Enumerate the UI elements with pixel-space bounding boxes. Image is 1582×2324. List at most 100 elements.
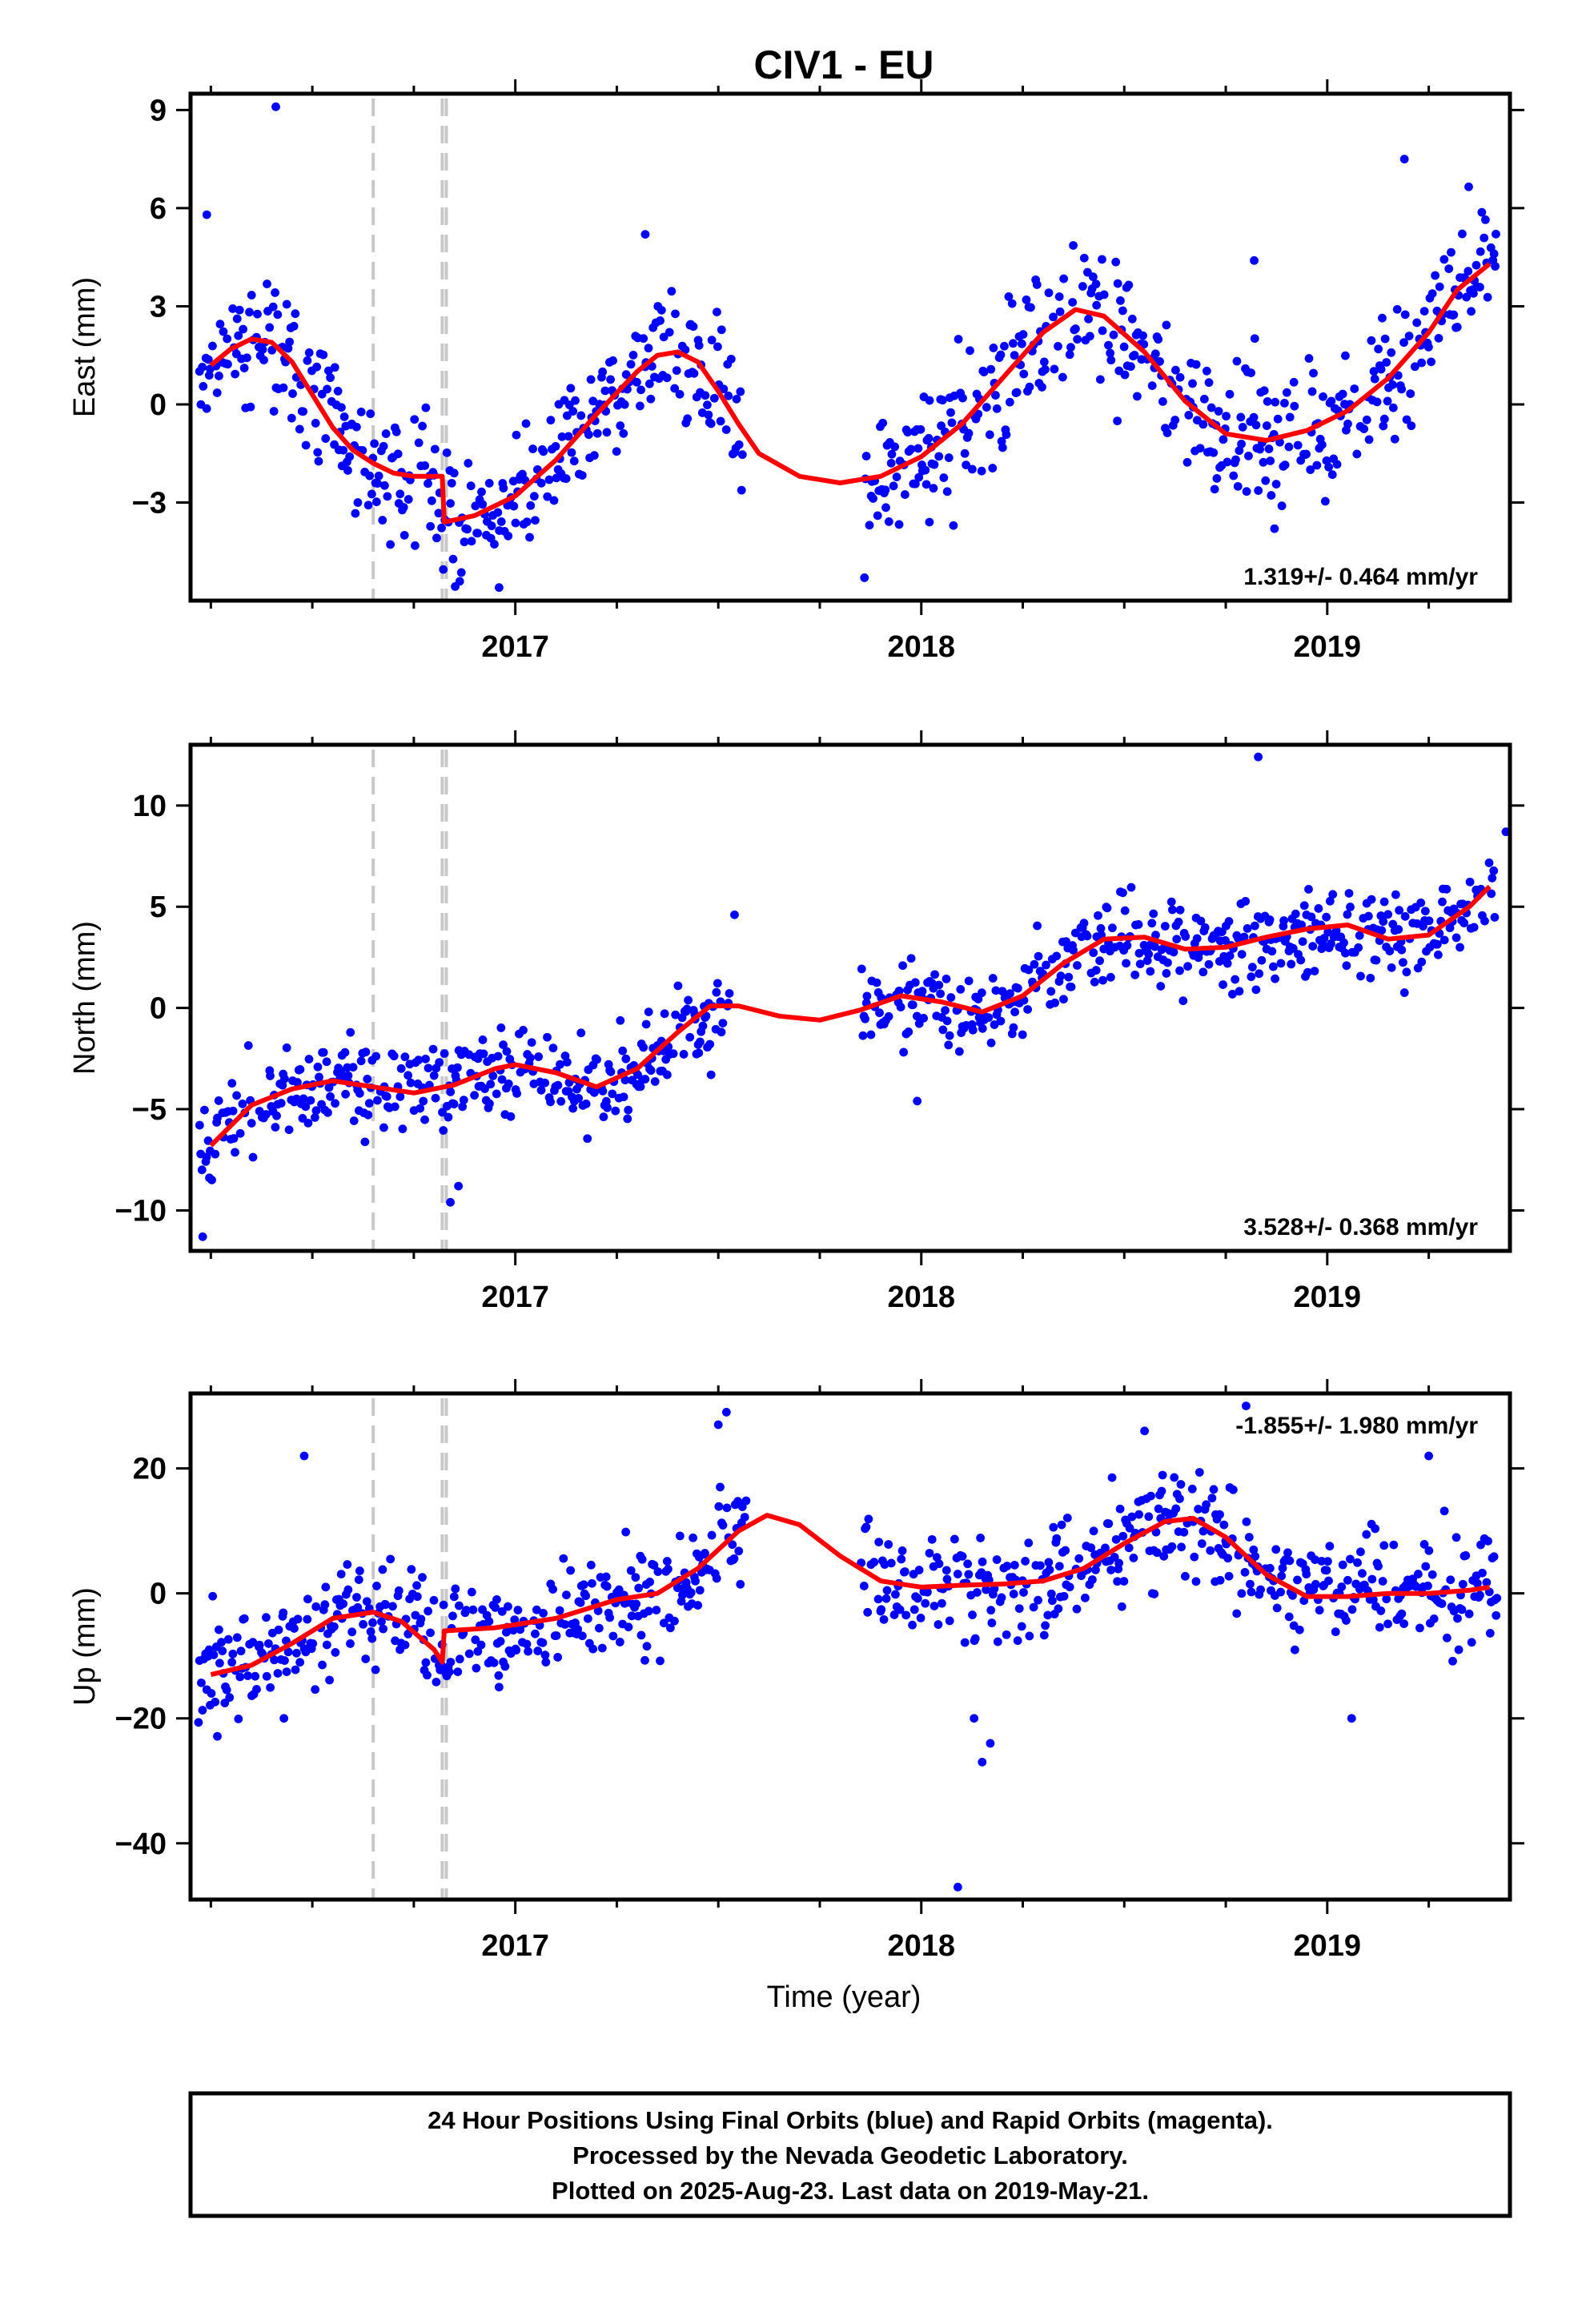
- east-point-766: [1480, 233, 1489, 243]
- east-point-473: [1022, 295, 1031, 304]
- east-point-518: [1098, 255, 1106, 264]
- north-point-442: [1018, 1030, 1027, 1039]
- north-point-471: [1066, 982, 1076, 991]
- up-point-88: [321, 1582, 331, 1592]
- east-point-174: [456, 568, 466, 577]
- north-point-684: [1385, 947, 1395, 955]
- up-point-461: [1010, 1560, 1019, 1570]
- up-point-615: [1240, 1567, 1250, 1577]
- north-point-479: [1079, 919, 1089, 928]
- up-point-281: [615, 1638, 624, 1647]
- east-point-509: [1084, 314, 1093, 324]
- north-point-683: [1383, 910, 1393, 919]
- east-point-774: [1492, 229, 1500, 239]
- up-point-197: [484, 1617, 494, 1626]
- north-point-143: [428, 1044, 438, 1054]
- east-point-560: [1162, 428, 1172, 437]
- up-point-684: [1346, 1554, 1355, 1564]
- east-point-180: [466, 481, 476, 491]
- up-point-189: [472, 1663, 481, 1673]
- up-point-178: [453, 1667, 463, 1676]
- north-point-721: [1439, 935, 1449, 945]
- north-point-481: [1082, 931, 1092, 941]
- north-point-460: [1050, 998, 1060, 1007]
- north-point-533: [1162, 969, 1171, 978]
- north-point-349: [872, 978, 881, 987]
- up-outlier-0: [299, 1451, 309, 1461]
- east-point-42: [263, 279, 271, 288]
- north-point-128: [400, 1052, 410, 1062]
- east-outlier-2: [640, 230, 650, 239]
- north-point-612: [1279, 916, 1288, 925]
- east-outlier-3: [1250, 255, 1259, 265]
- north-point-461: [1052, 951, 1062, 961]
- north-point-145: [431, 1093, 440, 1103]
- north-point-520: [1144, 950, 1154, 959]
- north-point-235: [574, 1094, 584, 1103]
- north-point-555: [1196, 916, 1206, 926]
- east-y-tick-label: 9: [150, 94, 167, 127]
- east-point-203: [504, 531, 513, 541]
- north-point-617: [1287, 959, 1296, 969]
- up-point-68: [290, 1624, 299, 1633]
- up-outlier-1: [721, 1408, 731, 1417]
- up-point-711: [1383, 1619, 1392, 1629]
- up-point-343: [701, 1549, 709, 1558]
- east-point-360: [737, 485, 746, 495]
- up-point-266: [593, 1606, 603, 1615]
- north-point-695: [1399, 988, 1409, 997]
- east-point-85: [326, 373, 335, 383]
- north-point-269: [623, 1114, 632, 1124]
- up-point-782: [1492, 1594, 1502, 1603]
- up-point-425: [953, 1570, 962, 1578]
- north-point-487: [1094, 911, 1102, 920]
- north-point-2: [197, 1165, 207, 1175]
- east-x-tick-label: 2017: [481, 630, 549, 664]
- north-point-542: [1175, 966, 1184, 975]
- up-point-751: [1448, 1656, 1457, 1666]
- up-point-293: [631, 1573, 640, 1582]
- up-point-2: [197, 1678, 206, 1687]
- north-point-21: [228, 1106, 238, 1116]
- east-point-17: [223, 334, 232, 344]
- up-point-16: [215, 1625, 223, 1634]
- up-point-351: [716, 1482, 725, 1492]
- up-point-420: [942, 1574, 952, 1584]
- up-point-118: [362, 1597, 371, 1606]
- north-point-489: [1096, 923, 1106, 933]
- east-point-112: [363, 501, 373, 510]
- north-point-247: [592, 1055, 601, 1064]
- north-point-102: [356, 1056, 366, 1066]
- up-point-485: [1049, 1522, 1058, 1532]
- east-point-25: [235, 305, 244, 315]
- north-point-0: [195, 1120, 204, 1130]
- east-point-294: [635, 401, 644, 411]
- up-point-10: [207, 1689, 216, 1698]
- up-point-637: [1272, 1603, 1282, 1613]
- north-outlier-1: [198, 1232, 207, 1241]
- east-point-342: [707, 336, 717, 345]
- north-point-300: [662, 1070, 672, 1080]
- north-point-526: [1151, 931, 1160, 940]
- east-point-542: [1132, 392, 1142, 401]
- north-point-95: [346, 1027, 355, 1037]
- up-point-320: [673, 1583, 682, 1593]
- east-point-650: [1302, 449, 1311, 459]
- up-y-tick-label: −40: [115, 1827, 167, 1861]
- north-point-290: [650, 1077, 660, 1086]
- east-point-533: [1120, 370, 1130, 380]
- east-point-595: [1219, 435, 1228, 444]
- east-point-701: [1382, 358, 1391, 367]
- up-point-232: [539, 1609, 548, 1618]
- up-point-399: [908, 1620, 917, 1630]
- north-point-70: [313, 1062, 323, 1072]
- north-point-605: [1267, 947, 1277, 956]
- up-point-439: [976, 1534, 986, 1542]
- up-point-499: [1065, 1582, 1074, 1592]
- east-point-643: [1285, 412, 1295, 422]
- north-point-708: [1420, 907, 1430, 916]
- east-point-663: [1320, 497, 1330, 506]
- east-point-33: [247, 291, 256, 300]
- up-point-407: [921, 1598, 930, 1608]
- up-point-733: [1421, 1562, 1431, 1571]
